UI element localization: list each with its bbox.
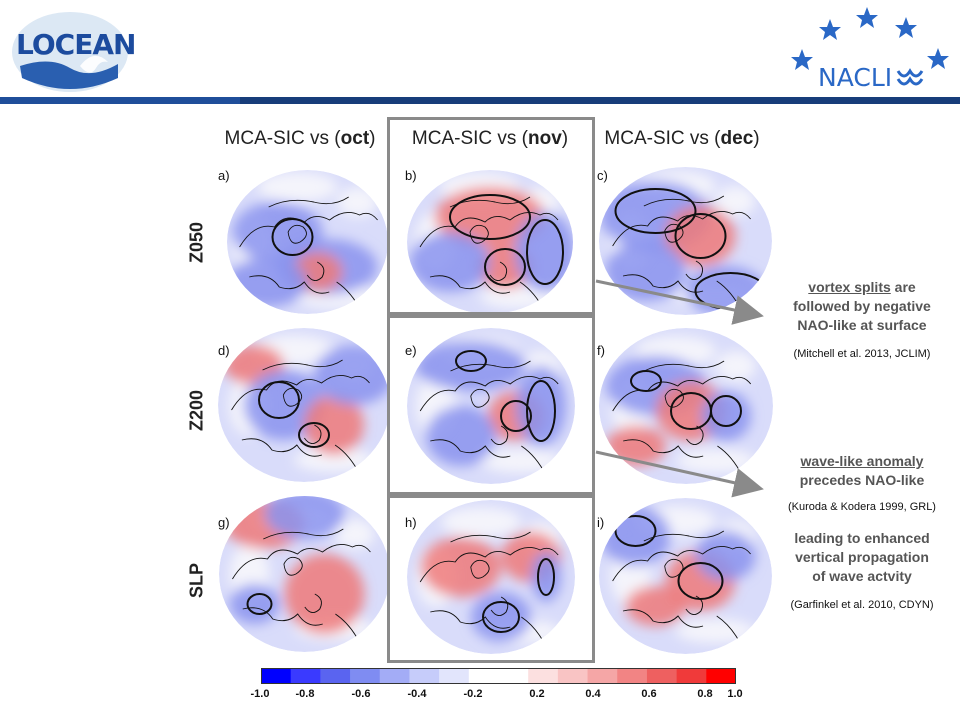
- colorbar-swatch: [439, 668, 470, 684]
- panel-label-i: i): [597, 515, 605, 530]
- highlight-box-nov-middle: [387, 315, 595, 495]
- panel-label-g: g): [218, 515, 230, 530]
- colorbar-swatch: [646, 668, 678, 684]
- colorbar-tick: 0.2: [529, 688, 545, 700]
- panel-label-d: d): [218, 343, 230, 358]
- colorbar-swatch: [320, 668, 351, 684]
- column-title-oct: MCA-SIC vs (oct): [224, 128, 376, 149]
- header-divider-accent: [240, 97, 960, 104]
- nacli-logo-text: NACLI: [818, 63, 893, 92]
- colorbar-tick: 0.6: [641, 688, 657, 700]
- highlight-box-nov-top: [387, 117, 595, 315]
- colorbar-tick: 1.0: [727, 688, 743, 700]
- colorbar-tick: 0.4: [585, 688, 601, 700]
- arrow-to-note-wave: [595, 450, 764, 498]
- map-panel-b: [405, 168, 575, 316]
- citation-garfinkel: (Garfinkel et al. 2010, CDYN): [790, 599, 934, 611]
- note-enhanced-propagation: leading to enhanced vertical propagation…: [794, 530, 930, 584]
- colorbar-swatch: [557, 668, 589, 684]
- citation-mitchell: (Mitchell et al. 2013, JCLIM): [793, 348, 931, 360]
- panel-label-e: e): [405, 343, 417, 358]
- colorbar-tick: -0.6: [351, 688, 371, 700]
- map-panel-d: [216, 326, 392, 484]
- arrow-to-note-vortex: [595, 279, 764, 325]
- map-panel-a: [225, 168, 390, 316]
- colorbar-swatch: [350, 668, 381, 684]
- citation-kuroda: (Kuroda & Kodera 1999, GRL): [788, 501, 936, 513]
- panel-label-b: b): [405, 168, 417, 183]
- panel-label-c: c): [597, 168, 608, 183]
- column-title-nov: MCA-SIC vs (nov): [411, 128, 569, 149]
- colorbar-swatch: [290, 668, 321, 684]
- map-panel-c: [597, 165, 774, 317]
- colorbar: [261, 668, 737, 684]
- colorbar-swatch: [468, 668, 499, 684]
- column-title-dec: MCA-SIC vs (dec): [604, 128, 760, 149]
- highlight-box-nov-bottom: [387, 495, 595, 663]
- map-panel-h: [405, 498, 577, 656]
- colorbar-swatch: [261, 668, 292, 684]
- nacli-logo: NACLI: [790, 5, 950, 95]
- colorbar-swatches: [261, 668, 737, 684]
- note-wave-like: wave-like anomaly precedes NAO-like: [762, 452, 960, 490]
- colorbar-swatch: [528, 668, 559, 684]
- note-vortex-splits: vortex splits are followed by negative N…: [793, 279, 931, 333]
- map-panel-e: [405, 326, 577, 486]
- stars-icon: [791, 7, 949, 86]
- panel-label-f: f): [597, 343, 605, 358]
- note-wave-like-underlined: wave-like anomaly: [800, 453, 924, 469]
- map-panel-i: [597, 496, 774, 656]
- panel-label-h: h): [405, 515, 417, 530]
- colorbar-swatch: [379, 668, 410, 684]
- locean-logo: LOCEAN: [10, 8, 136, 94]
- colorbar-swatch: [676, 668, 707, 684]
- locean-logo-text: LOCEAN: [16, 28, 136, 61]
- panel-label-a: a): [218, 168, 230, 183]
- colorbar-swatch: [587, 668, 618, 684]
- colorbar-ticks: -1.0 -0.8 -0.6 -0.4 -0.2 0.2 0.4 0.6 0.8…: [245, 688, 755, 704]
- colorbar-tick: -0.2: [463, 688, 483, 700]
- colorbar-tick: -1.0: [250, 688, 270, 700]
- colorbar-swatch: [706, 668, 737, 684]
- colorbar-tick: -0.4: [407, 688, 427, 700]
- map-panel-g: [217, 494, 392, 654]
- colorbar-tick: -0.8: [295, 688, 315, 700]
- colorbar-swatch: [617, 668, 648, 684]
- colorbar-tick: 0.8: [697, 688, 713, 700]
- colorbar-swatch: [498, 668, 529, 684]
- map-panel-f: [597, 326, 775, 486]
- colorbar-swatch: [409, 668, 440, 684]
- note-vortex-splits-underlined: vortex splits: [808, 279, 891, 295]
